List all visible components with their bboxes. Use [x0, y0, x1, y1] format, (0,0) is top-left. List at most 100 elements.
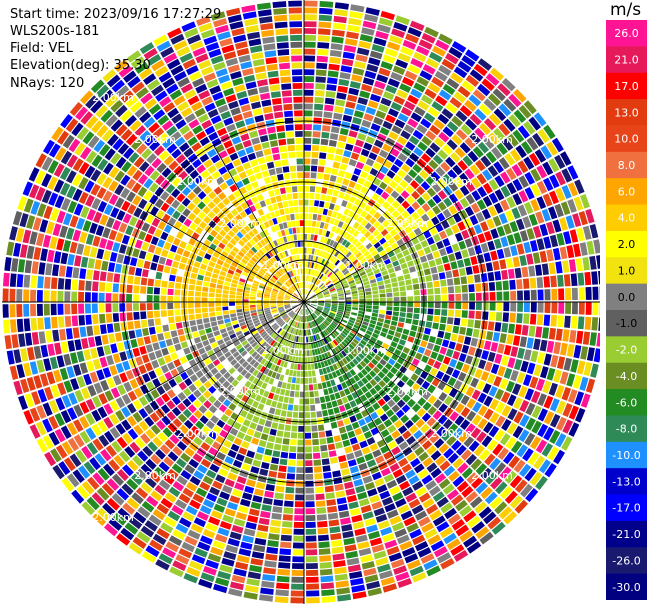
velocity-gate: [264, 325, 271, 330]
velocity-gate: [507, 394, 517, 407]
velocity-gate: [305, 535, 317, 542]
velocity-gate: [407, 260, 415, 268]
velocity-gate: [559, 217, 569, 231]
velocity-gate: [214, 263, 222, 270]
velocity-gate: [373, 550, 387, 560]
velocity-gate: [284, 283, 289, 288]
velocity-gate: [291, 62, 303, 69]
velocity-gate: [226, 326, 233, 332]
velocity-gate: [251, 228, 259, 235]
velocity-gate: [369, 50, 383, 60]
velocity-gate: [205, 327, 213, 334]
velocity-gate: [178, 381, 187, 391]
velocity-gate: [149, 539, 163, 552]
velocity-gate: [286, 317, 291, 323]
velocity-gate: [278, 308, 285, 312]
velocity-gate: [230, 283, 238, 288]
velocity-gate: [138, 420, 149, 432]
velocity-gate: [310, 296, 317, 300]
velocity-gate: [157, 239, 166, 248]
velocity-gate: [317, 424, 325, 431]
velocity-gate: [334, 9, 348, 17]
velocity-gate: [263, 343, 270, 350]
velocity-gate: [323, 237, 328, 244]
velocity-gate: [217, 339, 225, 346]
velocity-gate: [449, 97, 462, 109]
velocity-gate: [381, 496, 394, 506]
velocity-gate: [184, 113, 196, 124]
velocity-gate: [299, 343, 302, 350]
velocity-gate: [364, 574, 379, 583]
velocity-gate: [516, 243, 525, 255]
velocity-gate: [123, 70, 137, 83]
velocity-gate: [182, 487, 194, 498]
velocity-gate: [550, 413, 561, 428]
velocity-gate: [259, 16, 273, 24]
velocity-gate: [337, 291, 344, 295]
velocity-gate: [344, 216, 352, 224]
velocity-gate: [26, 215, 36, 229]
velocity-gate: [494, 189, 505, 201]
velocity-gate: [293, 349, 297, 356]
velocity-gate: [366, 459, 377, 468]
velocity-gate: [147, 311, 154, 319]
velocity-gate: [167, 345, 176, 354]
velocity-gate: [163, 456, 175, 467]
velocity-gate: [61, 477, 75, 492]
velocity-gate: [400, 307, 407, 312]
velocity-gate: [586, 347, 595, 362]
velocity-gate: [316, 326, 321, 332]
velocity-gate: [461, 363, 470, 374]
velocity-gate: [152, 378, 161, 388]
velocity-gate: [512, 178, 523, 192]
velocity-gate: [53, 369, 62, 383]
velocity-gate: [337, 274, 344, 279]
velocity-gate: [183, 218, 192, 227]
velocity-gate: [280, 541, 292, 549]
velocity-gate: [503, 118, 516, 132]
velocity-gate: [432, 205, 441, 215]
velocity-gate: [40, 344, 49, 358]
velocity-gate: [251, 285, 258, 290]
velocity-gate: [356, 47, 370, 56]
velocity-gate: [324, 104, 334, 112]
velocity-gate: [265, 336, 272, 343]
velocity-gate: [305, 467, 313, 473]
velocity-gate: [506, 234, 516, 246]
velocity-gate: [256, 380, 264, 388]
velocity-gate: [288, 0, 302, 7]
velocity-gate: [103, 416, 114, 429]
velocity-gate: [541, 263, 549, 276]
velocity-gate: [422, 498, 435, 509]
velocity-gate: [73, 203, 84, 216]
velocity-gate: [277, 296, 284, 299]
velocity-gate: [314, 319, 319, 326]
velocity-gate: [432, 322, 439, 330]
velocity-gate: [168, 378, 177, 388]
velocity-gate: [192, 364, 200, 373]
velocity-gate: [317, 317, 322, 323]
velocity-gate: [270, 91, 281, 99]
velocity-gate: [263, 323, 269, 328]
velocity-gate: [411, 403, 421, 413]
velocity-gate: [299, 297, 304, 302]
velocity-gate: [555, 433, 567, 448]
velocity-gate: [195, 83, 208, 94]
velocity-gate: [244, 117, 255, 126]
velocity-gate: [105, 282, 113, 292]
velocity-gate: [246, 428, 255, 436]
velocity-gate: [347, 263, 354, 270]
velocity-gate: [235, 214, 243, 222]
velocity-gate: [244, 372, 252, 380]
velocity-gate: [280, 152, 288, 160]
velocity-gate: [410, 414, 421, 424]
velocity-gate: [422, 401, 432, 411]
velocity-gate: [247, 322, 254, 327]
velocity-gate: [13, 380, 23, 396]
velocity-gate: [247, 31, 261, 40]
velocity-gate: [353, 324, 360, 330]
velocity-gate: [324, 329, 330, 335]
velocity-gate: [73, 434, 85, 448]
velocity-gate: [121, 419, 132, 431]
velocity-gate: [304, 76, 315, 83]
